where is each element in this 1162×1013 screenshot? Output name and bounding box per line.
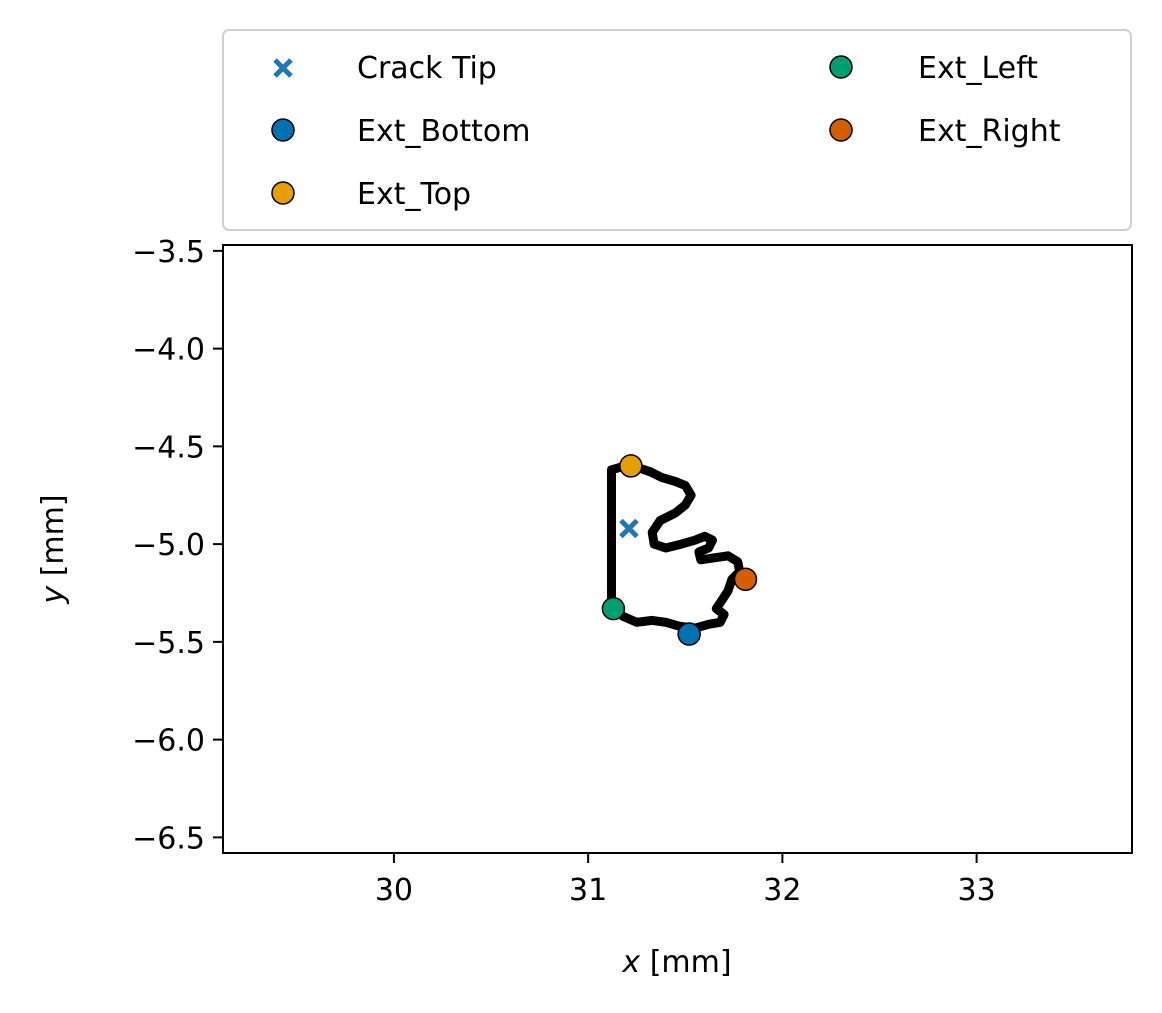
legend-item-ext-left: Ext_Left [829,51,1038,86]
legend-marker-ext-left [829,55,853,79]
y-axis-ticks: −3.5 −4.0 −4.5 −5.0 −5.5 −6.0 −6.5 [132,235,223,856]
legend-marker-crack-tip [273,58,293,78]
crack-contour-line [607,461,745,633]
y-tick-label--4.5: −4.5 [132,430,205,465]
point-ext-right [733,567,758,592]
legend-label-ext-left: Ext_Left [918,51,1038,86]
legend-item-crack-tip: Crack Tip [273,51,497,86]
legend-item-ext-top: Ext_Top [271,177,471,212]
plot-frame [222,244,1133,854]
legend-label-ext-bottom: Ext_Bottom [357,114,531,149]
y-tick-label--5.5: −5.5 [132,626,205,661]
legend-frame [222,29,1132,231]
y-tick-label--3.5: −3.5 [132,235,205,270]
y-tick-label--6.5: −6.5 [132,821,205,856]
x-tick-label-31: 31 [569,873,607,908]
x-tick-label-33: 33 [958,873,996,908]
legend-label-ext-right: Ext_Right [918,114,1061,149]
point-ext-left [601,596,626,621]
legend-item-ext-right: Ext_Right [829,114,1061,149]
legend: Crack Tip Ext_Bottom Ext_Top Ext_Left Ex… [222,29,1132,231]
legend-marker-ext-right [829,118,853,142]
x-axis-label: x [mm] [621,945,731,980]
data-points-layer [601,454,758,646]
x-axis-label-unit: [mm] [640,945,731,980]
legend-item-ext-bottom: Ext_Bottom [271,114,531,149]
x-axis-ticks: 30 31 32 33 [375,853,996,908]
point-ext-bottom [677,622,701,646]
legend-label-ext-top: Ext_Top [357,177,471,212]
y-tick-label--6: −6.0 [132,724,205,759]
x-tick-label-32: 32 [763,873,801,908]
y-tick-label--4: −4.0 [132,333,205,368]
y-axis-label: y [mm] [36,494,71,604]
crack-contour-layer [607,461,745,633]
legend-marker-ext-top [271,181,295,205]
legend-marker-ext-bottom [271,118,295,142]
point-ext-top [619,454,643,478]
legend-label-crack-tip: Crack Tip [357,51,497,86]
x-tick-label-30: 30 [375,873,413,908]
y-tick-label--5: −5.0 [132,528,205,563]
point-crack-tip [619,518,639,539]
x-axis-label-variable: x [621,945,640,980]
y-axis-label-unit: [mm] [36,494,71,585]
y-axis-label-variable: y [36,585,71,605]
